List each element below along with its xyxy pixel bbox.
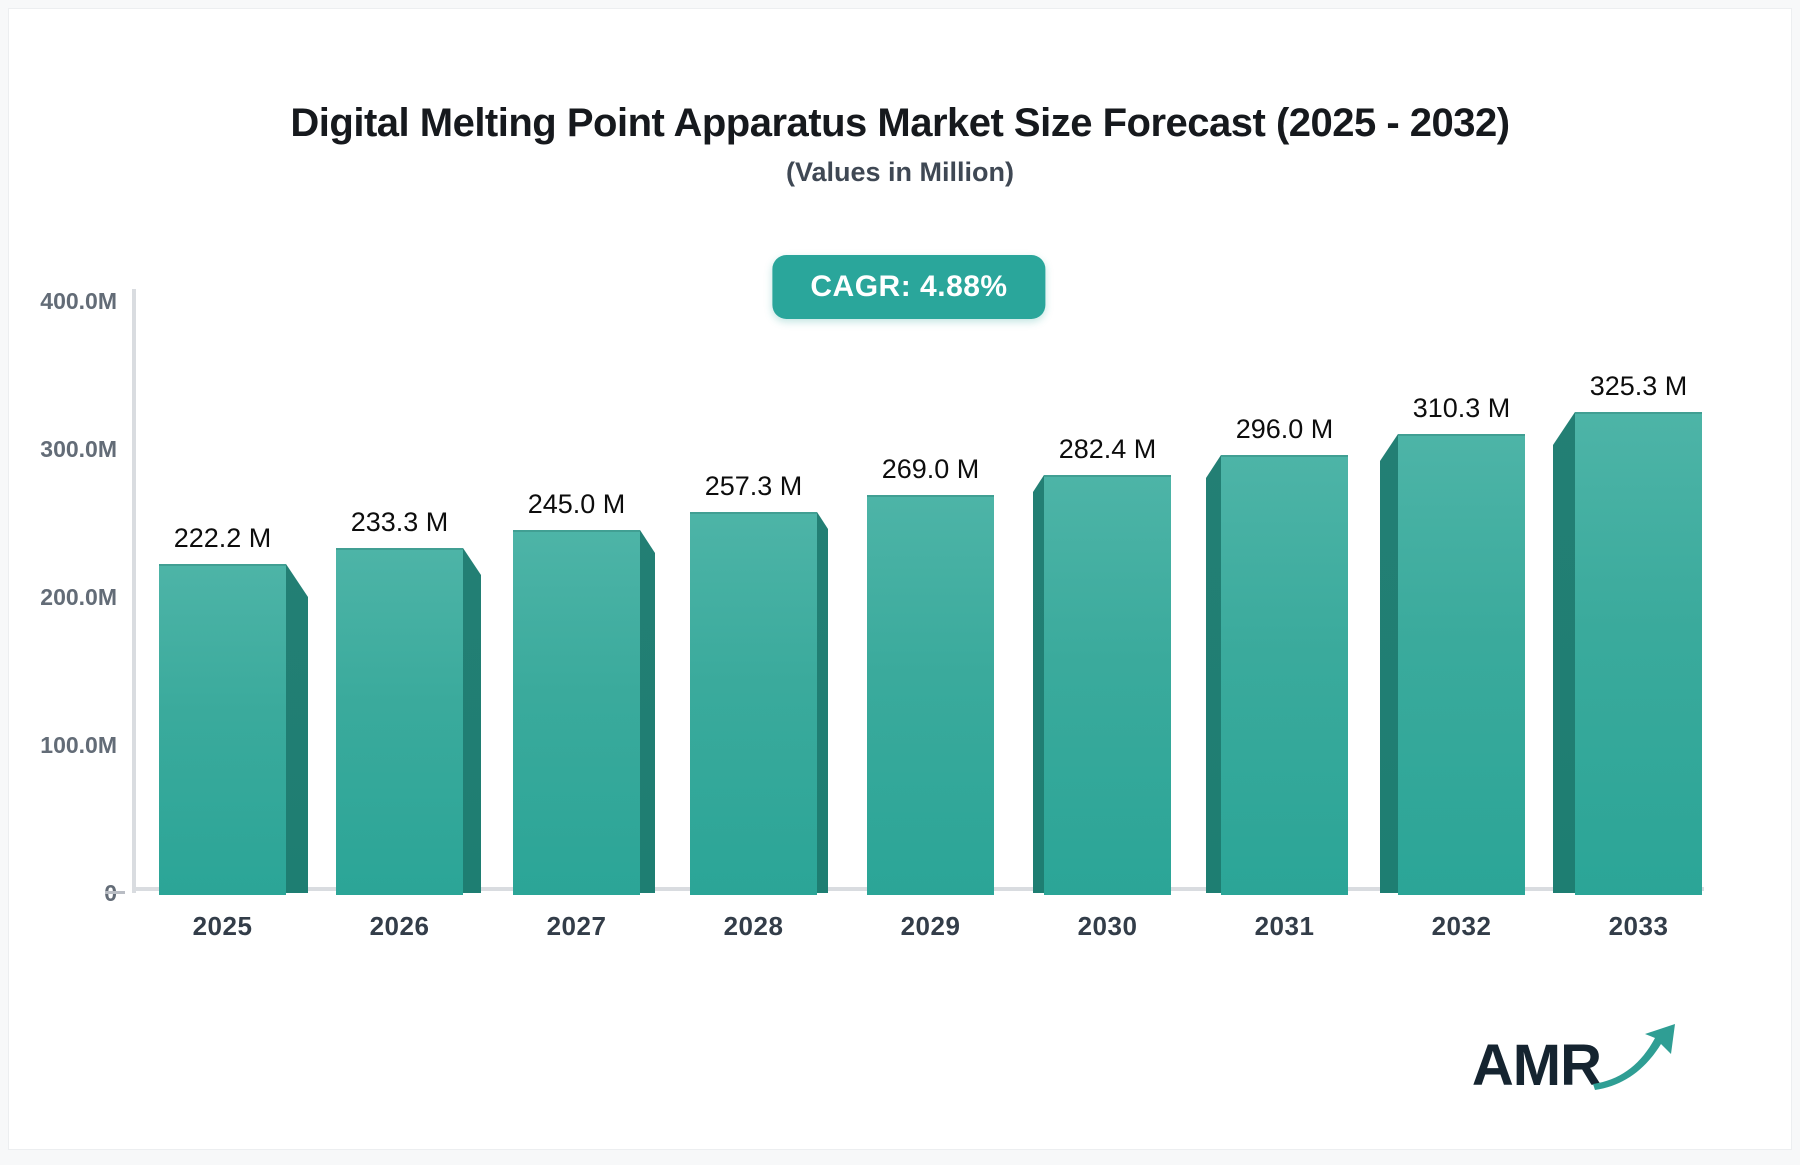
bar-side-2031: [1206, 455, 1221, 893]
chart-card: Digital Melting Point Apparatus Market S…: [8, 8, 1792, 1150]
bar-2033: [1575, 412, 1702, 895]
bar-value-label: 325.3 M: [1589, 371, 1688, 401]
logo-text: AMR: [1471, 1033, 1602, 1098]
chart-title: Digital Melting Point Apparatus Market S…: [290, 101, 1510, 145]
x-axis-label-2027: 2027: [546, 911, 607, 941]
bar-value-label: 282.4 M: [1058, 434, 1157, 464]
bar-side-2032: [1380, 434, 1398, 893]
x-axis-label-2030: 2030: [1077, 911, 1138, 941]
y-tick-mark: [105, 891, 125, 894]
bar-value-label: 269.0 M: [881, 454, 980, 484]
bar-2026: [336, 548, 463, 895]
chart-subtitle: (Values in Million): [785, 157, 1015, 187]
bar-side-2026: [463, 548, 481, 893]
y-tick-label: 100.0M: [40, 732, 117, 758]
bar-2031: [1221, 455, 1348, 895]
x-axis-label-2032: 2032: [1431, 911, 1492, 941]
bar-side-2033: [1553, 412, 1575, 893]
bar-2025: [159, 564, 286, 895]
bar-side-2027: [640, 530, 655, 893]
bar-side-2028: [817, 512, 828, 893]
bar-2030: [1044, 475, 1171, 895]
bar-2032: [1398, 434, 1525, 895]
bar-2028: [690, 512, 817, 895]
bar-value-label: 310.3 M: [1412, 393, 1511, 423]
x-axis-label-2033: 2033: [1608, 911, 1669, 941]
y-tick-label: 200.0M: [40, 584, 117, 610]
bar-2029: [867, 495, 994, 895]
plot-area: 400.0M 300.0M 200.0M 100.0M 0 222.2 M 233.3 M…: [9, 9, 1800, 1165]
bar-value-label: 257.3 M: [704, 471, 803, 501]
y-axis-line: [132, 289, 136, 893]
x-axis-label-2025: 2025: [192, 911, 253, 941]
cagr-badge: CAGR: 4.88%: [772, 255, 1046, 319]
x-axis-label-2028: 2028: [723, 911, 784, 941]
x-axis-label-2026: 2026: [369, 911, 430, 941]
logo-trend-arrow-icon: [1593, 1024, 1675, 1090]
y-tick-label: 400.0M: [40, 288, 117, 314]
amr-logo: AMR: [1471, 1024, 1683, 1101]
y-tick-label: 0: [7, 879, 117, 907]
bar-value-label: 222.2 M: [173, 523, 272, 553]
x-axis-label-2031: 2031: [1254, 911, 1315, 941]
bar-value-label: 245.0 M: [527, 489, 626, 519]
bar-value-label: 296.0 M: [1235, 414, 1334, 444]
bar-side-2030: [1033, 475, 1044, 893]
bar-2027: [513, 530, 640, 895]
x-axis-label-2029: 2029: [900, 911, 961, 941]
bar-value-label: 233.3 M: [350, 507, 449, 537]
bar-side-2025: [286, 564, 308, 893]
y-tick-label: 300.0M: [40, 436, 117, 462]
